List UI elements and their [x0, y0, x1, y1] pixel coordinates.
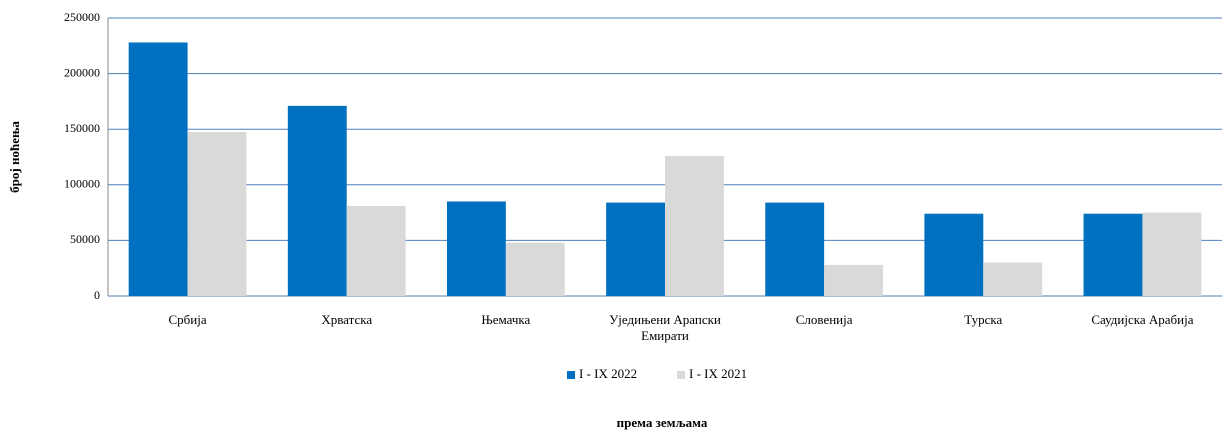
bar	[128, 42, 188, 296]
y-tick-label: 150000	[64, 121, 100, 135]
bar	[665, 155, 724, 296]
bar	[765, 202, 825, 296]
bar	[346, 205, 406, 296]
x-tick-label: Турска	[964, 312, 1003, 327]
x-axis-title: према земљама	[617, 415, 708, 430]
y-axis-title: број ноћења	[7, 121, 22, 193]
x-tick-label: Уједињени Арапски Емирати	[609, 312, 721, 343]
y-tick-label: 50000	[70, 232, 100, 246]
bar	[924, 213, 984, 296]
bar	[446, 201, 506, 296]
bar	[505, 242, 565, 296]
y-tick-label: 200000	[64, 65, 100, 79]
bar	[187, 131, 247, 296]
y-tick-label: 100000	[64, 177, 100, 191]
legend-label: I - IX 2022	[579, 366, 637, 381]
y-tick-label: 250000	[64, 10, 100, 24]
x-tick-label: Србија	[168, 312, 207, 327]
x-tick-label: Саудијска Арабија	[1091, 312, 1194, 327]
bar	[983, 262, 1043, 296]
legend-swatch	[567, 371, 575, 379]
legend-swatch	[677, 371, 685, 379]
bar	[1083, 213, 1143, 296]
x-tick-label: Словенија	[795, 312, 853, 327]
y-tick-label: 0	[94, 288, 100, 302]
bar	[824, 264, 884, 296]
x-tick-label: Хрватска	[321, 312, 373, 327]
bar	[287, 105, 347, 297]
bar	[606, 202, 665, 296]
x-tick-label: Њемачка	[481, 312, 531, 327]
bar	[1142, 212, 1202, 296]
legend-label: I - IX 2021	[689, 366, 747, 381]
